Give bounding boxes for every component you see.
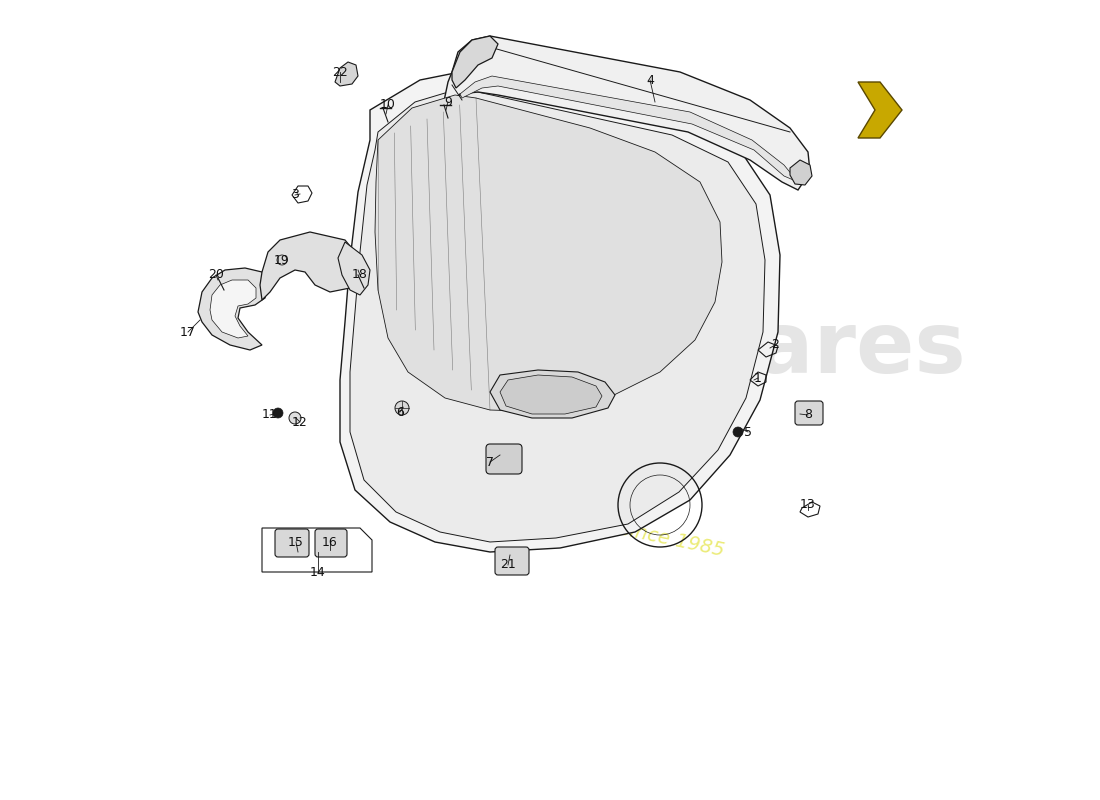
Polygon shape bbox=[440, 36, 810, 190]
Text: 21: 21 bbox=[500, 558, 516, 571]
Text: 6: 6 bbox=[396, 406, 404, 418]
Text: 3: 3 bbox=[292, 189, 299, 202]
Polygon shape bbox=[790, 160, 812, 185]
Text: 11: 11 bbox=[262, 409, 278, 422]
Polygon shape bbox=[500, 375, 602, 414]
Circle shape bbox=[289, 412, 301, 424]
Text: euroPares: euroPares bbox=[474, 309, 967, 391]
Polygon shape bbox=[338, 242, 370, 295]
Text: 19: 19 bbox=[274, 254, 290, 266]
Text: 10: 10 bbox=[381, 98, 396, 111]
Text: 17: 17 bbox=[180, 326, 196, 338]
Text: 14: 14 bbox=[310, 566, 326, 578]
Polygon shape bbox=[210, 280, 256, 338]
Text: 5: 5 bbox=[744, 426, 752, 438]
Text: 7: 7 bbox=[486, 455, 494, 469]
Circle shape bbox=[277, 255, 287, 265]
Text: 9: 9 bbox=[444, 95, 452, 109]
Text: 16: 16 bbox=[322, 535, 338, 549]
Text: 12: 12 bbox=[293, 415, 308, 429]
Polygon shape bbox=[350, 90, 764, 542]
Text: 18: 18 bbox=[352, 269, 367, 282]
Polygon shape bbox=[198, 268, 268, 350]
Polygon shape bbox=[260, 232, 360, 300]
Text: a passion for parts since 1985: a passion for parts since 1985 bbox=[434, 480, 726, 560]
Circle shape bbox=[395, 401, 409, 415]
Text: 15: 15 bbox=[288, 535, 304, 549]
Text: 8: 8 bbox=[804, 409, 812, 422]
Circle shape bbox=[733, 427, 742, 437]
Text: 22: 22 bbox=[332, 66, 348, 78]
FancyBboxPatch shape bbox=[795, 401, 823, 425]
FancyBboxPatch shape bbox=[315, 529, 346, 557]
Polygon shape bbox=[340, 72, 780, 552]
Polygon shape bbox=[375, 95, 722, 412]
Polygon shape bbox=[460, 76, 798, 182]
Polygon shape bbox=[452, 36, 498, 88]
FancyBboxPatch shape bbox=[495, 547, 529, 575]
Circle shape bbox=[273, 408, 283, 418]
Text: 4: 4 bbox=[646, 74, 653, 86]
FancyBboxPatch shape bbox=[486, 444, 522, 474]
Text: 2: 2 bbox=[771, 338, 779, 351]
Polygon shape bbox=[490, 370, 615, 418]
Text: 1: 1 bbox=[755, 371, 762, 385]
Text: 20: 20 bbox=[208, 269, 224, 282]
FancyBboxPatch shape bbox=[275, 529, 309, 557]
Text: 13: 13 bbox=[800, 498, 816, 511]
Polygon shape bbox=[858, 82, 902, 138]
Polygon shape bbox=[336, 62, 358, 86]
